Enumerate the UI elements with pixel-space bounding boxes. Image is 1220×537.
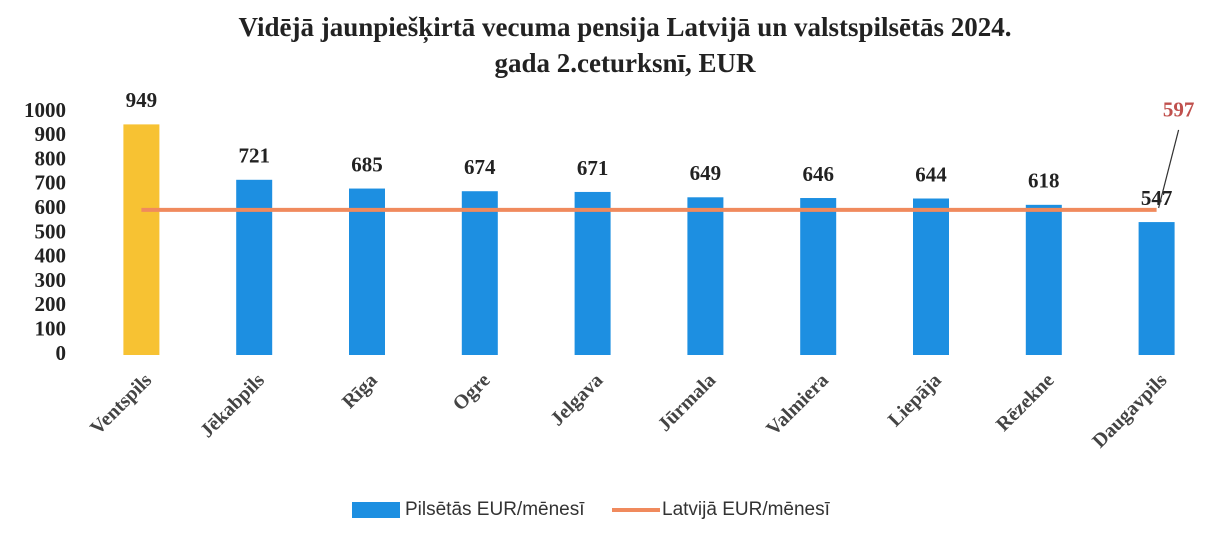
x-tick-label: Jelgava: [546, 369, 607, 430]
x-tick-label: Valmiera: [762, 369, 833, 440]
value-label: 671: [577, 156, 609, 180]
value-label: 721: [238, 144, 270, 168]
bar: [574, 191, 611, 355]
value-label: 597: [1163, 98, 1195, 122]
x-tick-label: Daugavpils: [1088, 369, 1171, 452]
y-tick-label: 0: [56, 341, 67, 365]
value-label: 646: [802, 162, 834, 186]
leader-line: [1158, 129, 1180, 209]
y-tick-label: 1000: [24, 98, 66, 122]
y-tick-label: 400: [35, 244, 67, 268]
x-tick-label: Ogre: [449, 369, 495, 415]
legend-swatch: [352, 502, 400, 518]
bar: [461, 191, 498, 355]
chart-title: gada 2.ceturksnī, EUR: [494, 48, 756, 78]
y-tick-label: 800: [35, 146, 67, 170]
value-label: 618: [1028, 169, 1060, 193]
value-label: 685: [351, 152, 383, 176]
y-tick-label: 900: [35, 122, 67, 146]
value-label: 949: [126, 88, 158, 112]
legend-label: Pilsētās EUR/mēnesī: [405, 499, 585, 520]
x-tick-label: Jēkabpils: [196, 369, 269, 442]
bar: [236, 179, 273, 355]
x-tick-label: Ventspils: [86, 369, 156, 439]
y-tick-label: 700: [35, 171, 67, 195]
value-label: 649: [690, 161, 722, 185]
x-tick-label: Rīga: [338, 369, 382, 413]
value-label: 547: [1141, 186, 1173, 210]
bar: [123, 124, 160, 355]
x-tick-label: Rēzekne: [992, 369, 1059, 436]
bar: [687, 197, 724, 355]
y-tick-label: 100: [35, 317, 67, 341]
bar: [800, 198, 837, 355]
chart-title: Vidējā jaunpiešķirtā vecuma pensija Latv…: [238, 12, 1011, 44]
bar: [1025, 204, 1062, 355]
value-label: 674: [464, 155, 496, 179]
x-tick-label: Jūrmala: [654, 369, 721, 436]
x-tick-label: Liepāja: [884, 369, 946, 431]
value-label: 644: [915, 162, 947, 186]
y-tick-label: 200: [35, 292, 67, 316]
y-tick-label: 600: [35, 195, 67, 219]
y-tick-label: 300: [35, 268, 67, 292]
y-tick-label: 500: [35, 219, 67, 243]
bar: [1138, 222, 1175, 355]
bar: [913, 198, 949, 355]
legend-label: Latvijā EUR/mēnesī: [662, 499, 831, 520]
bar: [349, 188, 385, 355]
